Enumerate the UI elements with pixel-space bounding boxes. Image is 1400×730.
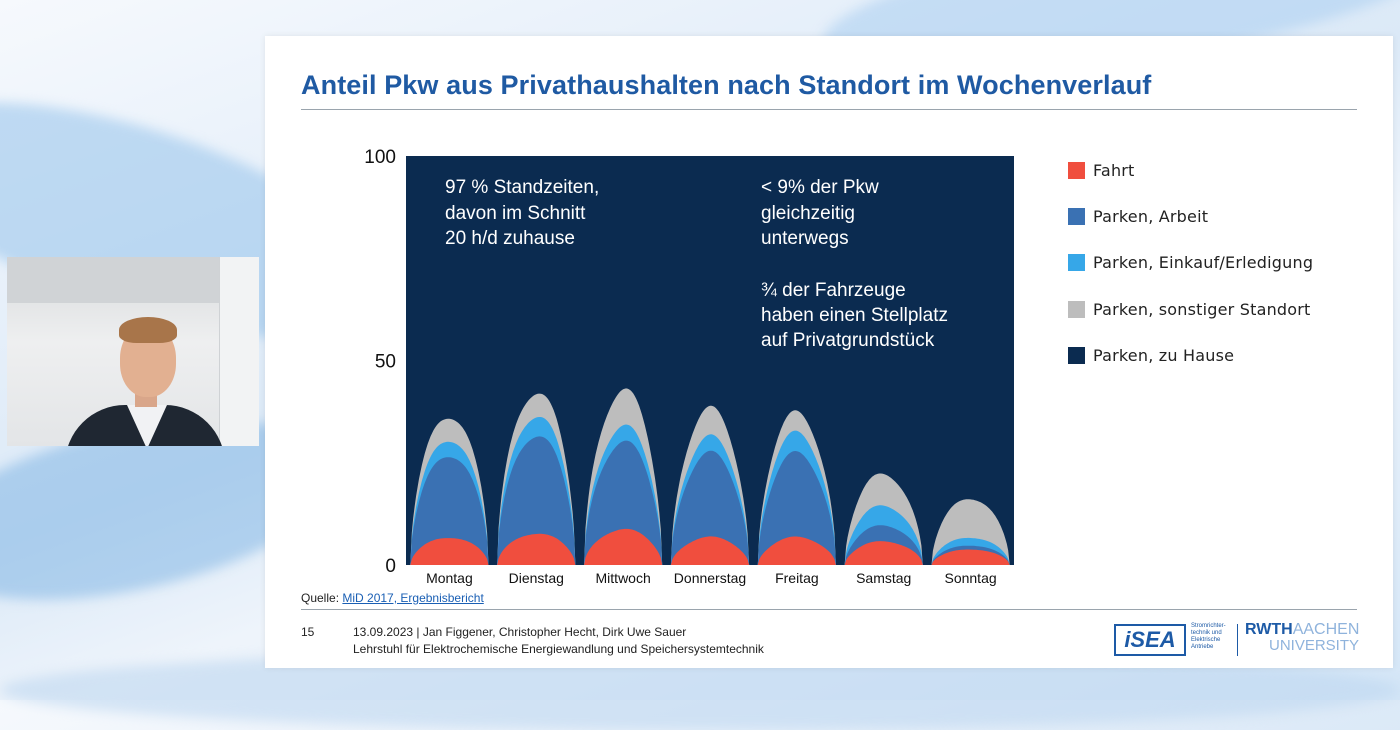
title-divider xyxy=(301,109,1357,110)
page-number: 15 xyxy=(301,625,315,639)
rwth-logo-university: UNIVERSITY xyxy=(1268,637,1359,654)
isea-logo: iSEA xyxy=(1114,624,1186,656)
legend-swatch xyxy=(1068,207,1085,225)
series-parken-arbeit-mittwoch xyxy=(579,440,667,565)
rwth-logo-bold: RWTH xyxy=(1245,621,1293,638)
source-link[interactable]: MiD 2017, Ergebnisbericht xyxy=(342,591,484,605)
legend-label: Parken, sonstiger Standort xyxy=(1093,299,1311,319)
presentation-slide: Anteil Pkw aus Privathaushalten nach Sta… xyxy=(265,36,1393,668)
x-tick-label: Freitag xyxy=(775,570,819,586)
x-tick-label: Montag xyxy=(426,570,473,586)
y-tick-label: 50 xyxy=(375,352,396,373)
x-tick-label: Dienstag xyxy=(509,570,564,586)
legend-item-parken-sonstiger: Parken, sonstiger Standort xyxy=(1068,299,1313,319)
webcam-background xyxy=(7,257,259,303)
chart-annotation: auf Privatgrundstück xyxy=(761,330,935,351)
slide-title: Anteil Pkw aus Privathaushalten nach Sta… xyxy=(301,70,1152,100)
chart-annotation: 20 h/d zuhause xyxy=(445,228,575,249)
series-fahrt-donnerstag xyxy=(666,536,754,565)
source-citation: Quelle: MiD 2017, Ergebnisbericht xyxy=(301,591,484,605)
footer-date-authors: 13.09.2023 | Jan Figgener, Christopher H… xyxy=(353,625,687,639)
speaker-hair xyxy=(119,317,177,343)
legend-item-fahrt: Fahrt xyxy=(1068,160,1313,180)
series-parken-arbeit-montag xyxy=(406,457,493,565)
webcam-video-feed[interactable] xyxy=(7,257,259,446)
series-parken-arbeit-dienstag xyxy=(492,436,580,565)
series-fahrt-samstag xyxy=(840,541,928,565)
series-fahrt-mittwoch xyxy=(579,528,667,565)
rwth-logo: RWTHAACHEN UNIVERSITY xyxy=(1245,622,1365,654)
rwth-logo-light: AACHEN xyxy=(1292,621,1360,638)
legend-item-parken-einkauf: Parken, Einkauf/Erledigung xyxy=(1068,253,1313,273)
legend-swatch xyxy=(1068,254,1085,272)
series-parken-arbeit-donnerstag xyxy=(666,450,754,565)
webcam-background xyxy=(219,257,259,446)
x-tick-label: Sonntag xyxy=(944,570,996,586)
chart-annotation: ¾ der Fahrzeuge xyxy=(761,280,906,301)
chart-legend: Fahrt Parken, Arbeit Parken, Einkauf/Erl… xyxy=(1068,160,1313,392)
x-tick-label: Donnerstag xyxy=(674,570,746,586)
legend-swatch xyxy=(1068,300,1085,318)
series-fahrt-freitag xyxy=(753,536,841,565)
legend-swatch xyxy=(1068,161,1085,179)
legend-label: Parken, Arbeit xyxy=(1093,206,1209,226)
legend-label: Fahrt xyxy=(1093,160,1135,180)
chart-annotation: < 9% der Pkw xyxy=(761,177,879,198)
isea-logo-subtitle: Stromrichter-technik und Elektrische Ant… xyxy=(1191,623,1226,650)
footer-divider xyxy=(301,609,1357,610)
legend-label: Parken, Einkauf/Erledigung xyxy=(1093,253,1314,273)
chart-annotation: unterwegs xyxy=(761,228,849,249)
legend-item-parken-arbeit: Parken, Arbeit xyxy=(1068,206,1313,226)
y-tick-label: 100 xyxy=(364,147,396,168)
series-fahrt-montag xyxy=(406,538,493,565)
series-parken-arbeit-freitag xyxy=(753,451,841,565)
isea-logo-text: iSEA xyxy=(1124,627,1176,652)
logo-separator xyxy=(1237,624,1238,656)
y-tick-label: 0 xyxy=(385,556,396,577)
chart-annotation: davon im Schnitt xyxy=(445,203,586,224)
series-fahrt-sonntag xyxy=(927,549,1014,565)
source-label: Quelle: xyxy=(301,591,340,605)
x-tick-label: Samstag xyxy=(856,570,911,586)
legend-item-parken-zu-hause: Parken, zu Hause xyxy=(1068,346,1313,366)
stacked-area-chart: 100 50 0 Montag Dienstag Mittwoch Donnerstag Fr… xyxy=(364,147,1014,586)
chart-annotation: haben einen Stellplatz xyxy=(761,305,948,326)
series-fahrt-dienstag xyxy=(492,533,580,565)
legend-label: Parken, zu Hause xyxy=(1093,346,1235,366)
x-tick-label: Mittwoch xyxy=(596,570,651,586)
chart-annotation: gleichzeitig xyxy=(761,203,855,224)
chart-annotation: 97 % Standzeiten, xyxy=(445,177,599,198)
legend-swatch xyxy=(1068,347,1085,365)
footer-institute: Lehrstuhl für Elektrochemische Energiewa… xyxy=(353,642,764,656)
